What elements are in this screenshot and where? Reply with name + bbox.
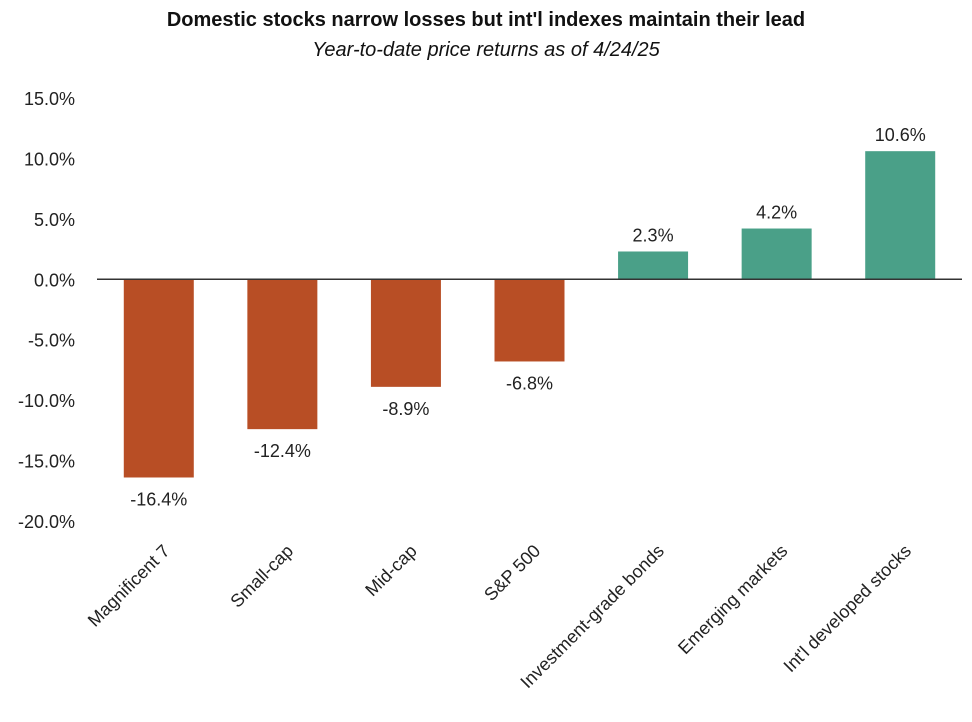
data-label: -12.4% [254, 441, 311, 461]
bars [123, 151, 936, 478]
data-label: 2.3% [633, 225, 674, 245]
bar [741, 228, 812, 280]
chart-subtitle: Year-to-date price returns as of 4/24/25 [312, 39, 660, 61]
x-axis: Magnificent 7 Small-cap Mid-cap S&P 500Inve… [84, 541, 915, 692]
y-tick-label: 10.0% [24, 149, 75, 169]
x-tick-label: Mid-cap [361, 541, 420, 600]
y-tick-label: -5.0% [28, 331, 75, 351]
bar [123, 279, 194, 478]
bar [494, 279, 565, 362]
data-label: 10.6% [875, 125, 926, 145]
y-tick-label: 0.0% [34, 270, 75, 290]
y-tick-label: -10.0% [18, 391, 75, 411]
y-tick-label: 15.0% [24, 89, 75, 109]
x-tick-label: Int'l developed stocks [780, 541, 915, 676]
x-tick-label: Investment-grade bonds [516, 541, 667, 692]
x-tick-label: Small-cap [226, 541, 297, 612]
data-label: -6.8% [506, 373, 553, 393]
chart-title: Domestic stocks narrow losses but int'l … [166, 9, 806, 31]
y-tick-label: -20.0% [18, 512, 75, 532]
bar [247, 279, 318, 430]
y-tick-label: 5.0% [34, 210, 75, 230]
y-axis: 15.0% 10.0% 5.0% 0.0% -5.0% -10.0% -15.0% -20.0… [18, 89, 75, 532]
data-label: 4.2% [756, 203, 797, 223]
bar [370, 279, 441, 387]
x-tick-label: Magnificent 7 [84, 541, 174, 631]
data-label: -16.4% [130, 489, 187, 509]
data-label: -8.9% [382, 399, 429, 419]
data-labels: -16.4% -12.4% -8.9% -6.8% 2.3% 4.2% 10.6% [130, 125, 925, 509]
y-tick-label: -15.0% [18, 452, 75, 472]
x-tick-label: Emerging markets [674, 541, 791, 658]
x-tick-label: S&P 500 [480, 541, 544, 605]
bar [618, 251, 689, 280]
bar [865, 151, 936, 280]
